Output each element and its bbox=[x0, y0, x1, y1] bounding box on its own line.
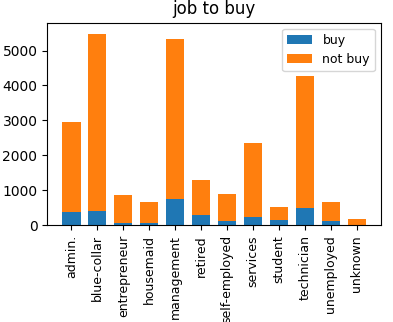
Bar bbox=[322, 221, 340, 225]
Bar bbox=[348, 219, 366, 225]
Bar bbox=[88, 34, 107, 211]
Bar bbox=[296, 76, 314, 208]
Bar bbox=[166, 199, 184, 225]
Bar bbox=[114, 195, 132, 223]
Bar bbox=[192, 215, 210, 225]
Bar bbox=[296, 208, 314, 225]
Bar bbox=[322, 202, 340, 221]
Legend: buy, not buy: buy, not buy bbox=[283, 29, 375, 71]
Bar bbox=[270, 220, 288, 225]
Bar bbox=[114, 223, 132, 225]
Bar bbox=[140, 202, 158, 223]
Bar bbox=[218, 221, 236, 225]
Bar bbox=[62, 213, 81, 225]
Bar bbox=[270, 207, 288, 220]
Bar bbox=[244, 217, 262, 225]
Bar bbox=[244, 143, 262, 217]
Bar bbox=[88, 211, 107, 225]
Title: job to buy: job to buy bbox=[173, 0, 256, 18]
Bar bbox=[192, 180, 210, 215]
Bar bbox=[62, 122, 81, 213]
Bar bbox=[166, 39, 184, 199]
Bar bbox=[140, 223, 158, 225]
Bar bbox=[218, 194, 236, 221]
